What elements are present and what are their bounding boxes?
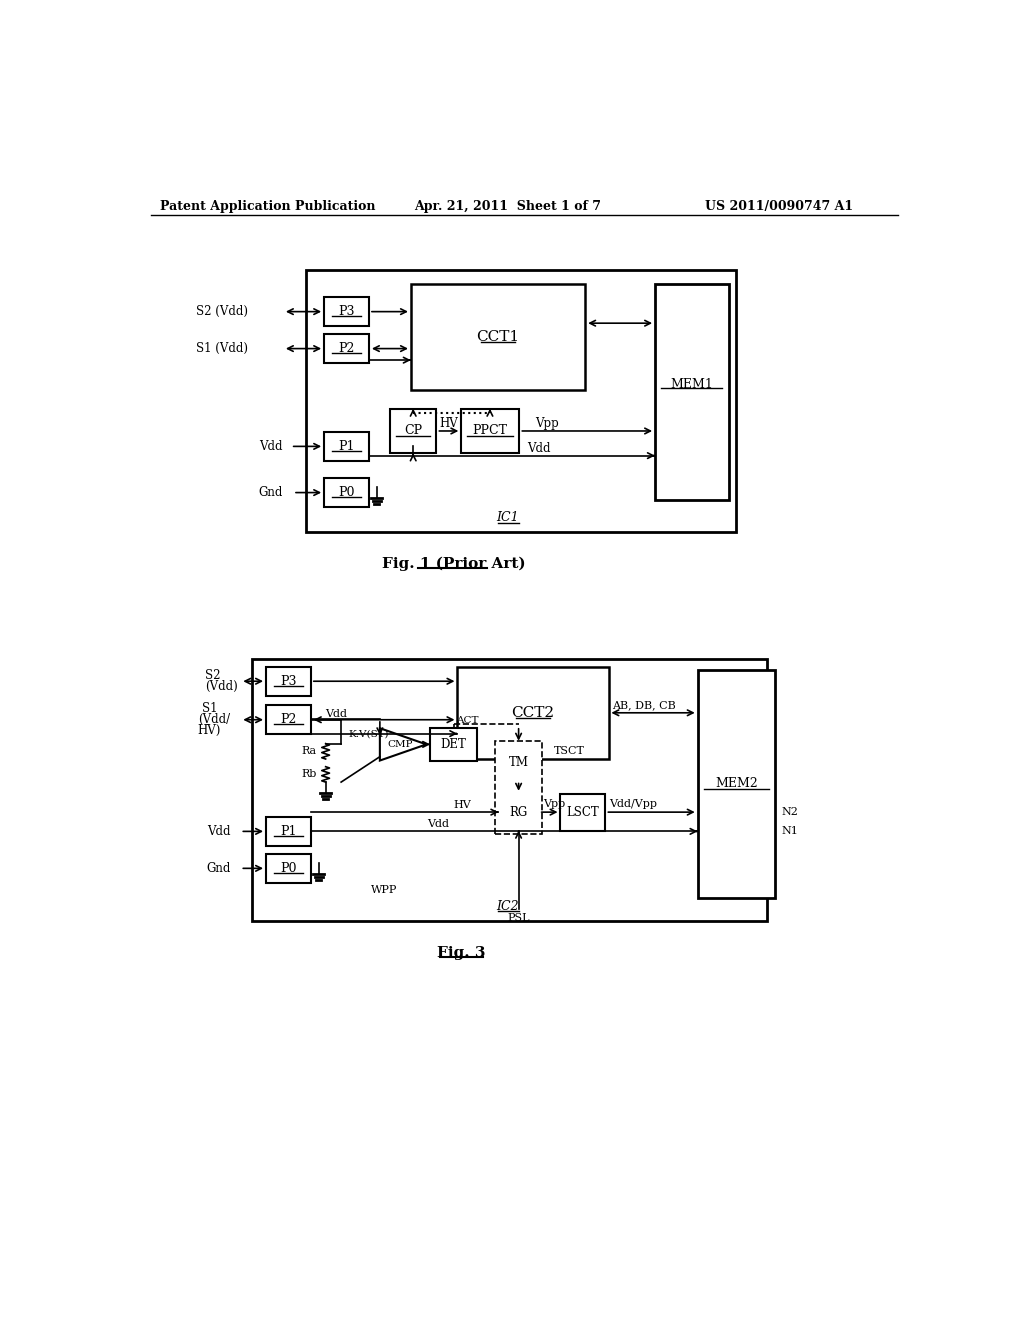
Text: P1: P1 bbox=[338, 440, 354, 453]
Text: Apr. 21, 2011  Sheet 1 of 7: Apr. 21, 2011 Sheet 1 of 7 bbox=[415, 199, 601, 213]
Text: CP: CP bbox=[404, 425, 422, 437]
Bar bbox=[461, 409, 519, 453]
Text: Vdd: Vdd bbox=[259, 440, 283, 453]
Bar bbox=[655, 284, 729, 499]
Bar bbox=[324, 432, 369, 461]
Text: HV: HV bbox=[454, 800, 471, 810]
Bar bbox=[266, 705, 311, 734]
Bar bbox=[411, 284, 586, 391]
Text: AB, DB, CB: AB, DB, CB bbox=[612, 700, 676, 710]
Text: (Vdd/: (Vdd/ bbox=[198, 713, 229, 726]
Text: Vdd/Vpp: Vdd/Vpp bbox=[609, 800, 657, 809]
Bar bbox=[697, 671, 775, 898]
Text: MEM2: MEM2 bbox=[715, 777, 758, 791]
Text: Vpp: Vpp bbox=[535, 417, 559, 430]
Bar bbox=[266, 667, 311, 696]
Text: Vdd: Vdd bbox=[427, 818, 449, 829]
Text: P3: P3 bbox=[281, 675, 297, 688]
Text: ACT: ACT bbox=[456, 715, 478, 725]
Bar bbox=[324, 297, 369, 326]
Text: Fig. 3: Fig. 3 bbox=[437, 946, 485, 960]
Bar bbox=[306, 271, 736, 532]
Text: Ra: Ra bbox=[301, 746, 316, 756]
Text: LSCT: LSCT bbox=[566, 805, 599, 818]
Text: Gnd: Gnd bbox=[259, 486, 283, 499]
Text: K.V(S1): K.V(S1) bbox=[349, 729, 389, 738]
Text: P0: P0 bbox=[338, 486, 354, 499]
Text: P0: P0 bbox=[281, 862, 297, 875]
Text: IC1: IC1 bbox=[497, 511, 519, 524]
Text: P1: P1 bbox=[281, 825, 297, 838]
Text: CMP: CMP bbox=[387, 741, 413, 748]
Bar bbox=[458, 667, 608, 759]
Text: Vdd: Vdd bbox=[325, 709, 347, 718]
Text: Rb: Rb bbox=[301, 770, 316, 779]
Bar bbox=[252, 659, 767, 921]
Text: RG: RG bbox=[510, 805, 527, 818]
Text: TM: TM bbox=[509, 755, 528, 768]
Text: Vdd: Vdd bbox=[527, 442, 551, 455]
Text: IC2: IC2 bbox=[497, 900, 519, 913]
Bar bbox=[266, 854, 311, 883]
Bar bbox=[324, 334, 369, 363]
Text: Fig. 1 (Prior Art): Fig. 1 (Prior Art) bbox=[382, 557, 525, 572]
Text: TSCT: TSCT bbox=[554, 746, 585, 756]
Text: P2: P2 bbox=[281, 713, 297, 726]
Text: (Vdd): (Vdd) bbox=[206, 680, 239, 693]
Text: PPCT: PPCT bbox=[472, 425, 508, 437]
Text: Patent Application Publication: Patent Application Publication bbox=[160, 199, 375, 213]
Text: HV): HV) bbox=[198, 723, 221, 737]
Text: Vpp: Vpp bbox=[543, 800, 565, 809]
Text: Vdd: Vdd bbox=[207, 825, 230, 838]
Text: P2: P2 bbox=[338, 342, 354, 355]
Bar bbox=[390, 409, 436, 453]
Bar bbox=[499, 793, 539, 830]
Text: S1: S1 bbox=[202, 702, 217, 715]
Bar bbox=[430, 729, 477, 760]
Text: WPP: WPP bbox=[371, 884, 397, 895]
Bar bbox=[266, 817, 311, 846]
Text: S1 (Vdd): S1 (Vdd) bbox=[197, 342, 248, 355]
Text: CCT2: CCT2 bbox=[511, 706, 554, 719]
Bar bbox=[499, 743, 539, 780]
Text: N1: N1 bbox=[781, 826, 798, 837]
Text: S2 (Vdd): S2 (Vdd) bbox=[197, 305, 248, 318]
Text: DET: DET bbox=[440, 738, 467, 751]
Bar bbox=[560, 793, 605, 830]
Text: S2: S2 bbox=[206, 669, 221, 682]
Bar bbox=[324, 478, 369, 507]
Text: N2: N2 bbox=[781, 807, 798, 817]
Text: PSL: PSL bbox=[507, 913, 529, 924]
Text: P3: P3 bbox=[338, 305, 354, 318]
Text: CCT1: CCT1 bbox=[476, 330, 519, 345]
Text: HV: HV bbox=[439, 417, 458, 430]
Bar bbox=[496, 741, 542, 834]
Text: US 2011/0090747 A1: US 2011/0090747 A1 bbox=[705, 199, 853, 213]
Text: MEM1: MEM1 bbox=[670, 378, 713, 391]
Text: Gnd: Gnd bbox=[206, 862, 230, 875]
